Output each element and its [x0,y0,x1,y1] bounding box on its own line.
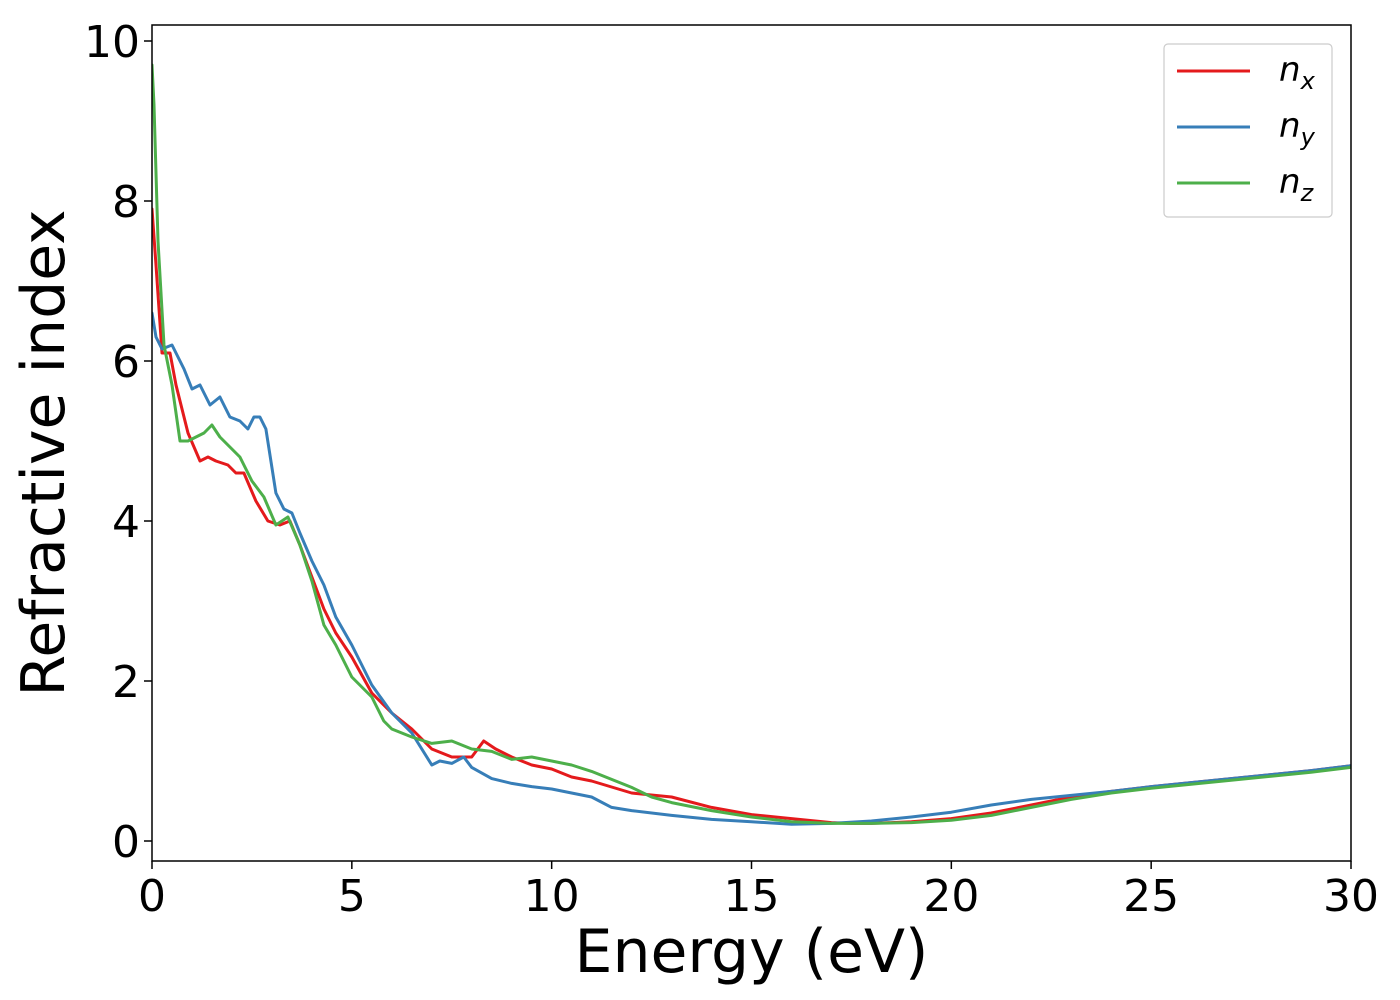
legend-label-nx: nx [1279,50,1316,95]
y-tick-label: 4 [112,497,140,548]
y-tick-label: 0 [112,817,140,868]
y-tick-label: 8 [112,177,140,228]
series-line-nz [152,63,1351,825]
x-tick-label: 15 [724,871,780,922]
x-tick-label: 30 [1323,871,1379,922]
legend-box [1163,43,1333,218]
x-tick-label: 25 [1123,871,1179,922]
y-tick-label: 10 [84,17,140,68]
legend-label-nz: nz [1279,162,1315,207]
legend: nx ny nz [1163,43,1333,218]
x-tick-label: 0 [138,871,166,922]
series-line-ny [152,311,1351,826]
x-tick-label: 5 [338,871,366,922]
y-tick-label: 6 [112,337,140,388]
ticks-layer: 0 5 10 15 20 25 30 0 2 4 6 8 10 [84,17,1379,922]
legend-items: nx ny nz [1177,50,1316,207]
y-axis-label: Refractive index [9,209,79,696]
x-tick-label: 10 [524,871,580,922]
x-axis-label: Energy (eV) [575,917,929,987]
x-tick-label: 20 [923,871,979,922]
legend-label-ny: ny [1279,106,1316,151]
y-tick-label: 2 [112,657,140,708]
series-layer [152,63,1351,826]
series-line-nx [152,207,1351,825]
